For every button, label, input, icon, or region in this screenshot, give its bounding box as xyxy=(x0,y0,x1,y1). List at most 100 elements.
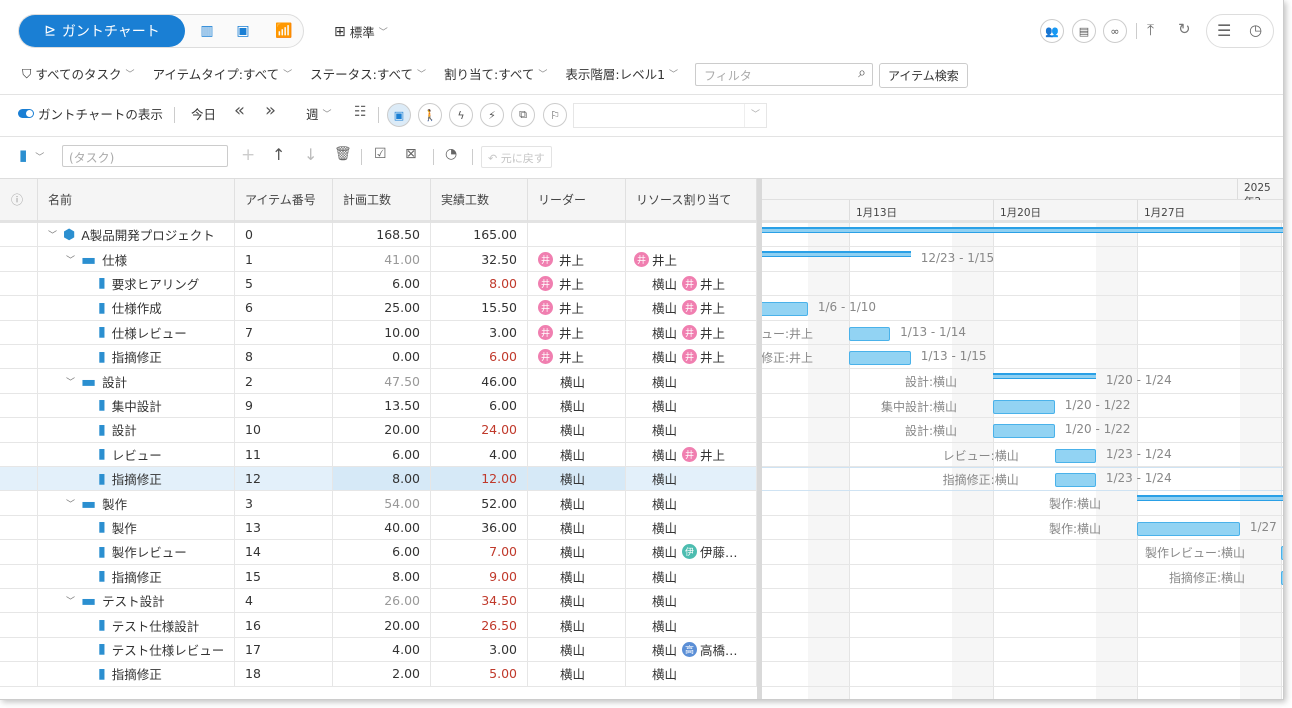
column-header-planned-hours[interactable]: 計画工数 xyxy=(333,179,431,223)
chevron-down-icon[interactable]: ﹀ xyxy=(66,255,76,266)
table-row[interactable]: ▮ 仕様レビュー 7 10.00 3.00 井井上 横山井井上 xyxy=(0,320,757,345)
table-row[interactable]: ▮ 指摘修正 18 2.00 5.00 横山 横山 xyxy=(0,662,757,687)
filter-item-type[interactable]: アイテムタイプ:すべて ﹀ xyxy=(152,67,293,82)
name-cell[interactable]: ▮ テスト仕様設計 xyxy=(38,613,235,637)
column-header-leader[interactable]: リーダー xyxy=(528,179,626,223)
task-bar[interactable] xyxy=(849,351,911,365)
task-bar[interactable] xyxy=(1137,521,1240,536)
scale-dropdown[interactable]: 週 ﹀ xyxy=(306,107,332,122)
name-cell[interactable]: ▮ 仕様レビュー xyxy=(38,320,235,344)
summary-bar[interactable] xyxy=(762,227,1283,233)
summary-bar[interactable] xyxy=(762,251,911,258)
item-search-button[interactable]: アイテム検索 xyxy=(879,63,968,88)
clock-lock-icon[interactable]: ◔ xyxy=(445,146,458,162)
table-row[interactable]: ﹀ ⬢ A製品開発プロジェクト 0 168.50 165.00 xyxy=(0,223,757,248)
name-cell[interactable]: ▮ 指摘修正 xyxy=(38,662,235,686)
toggle-switch[interactable] xyxy=(18,109,34,118)
refresh-icon[interactable]: ↻ xyxy=(1178,20,1191,38)
task-name-input[interactable]: (タスク) xyxy=(62,145,228,167)
summary-bar[interactable] xyxy=(993,373,1096,380)
filter-status[interactable]: ステータス:すべて ﹀ xyxy=(310,67,427,82)
indent-icon[interactable]: ☷ xyxy=(354,104,367,120)
lightning-icon[interactable]: ⚡ xyxy=(480,103,504,127)
calendar-x-icon[interactable]: ⊠ xyxy=(405,146,417,162)
name-cell[interactable]: ▮ テスト仕様レビュー xyxy=(38,637,235,662)
milestone-select[interactable]: ﹀ xyxy=(573,103,767,128)
column-header-item-no[interactable]: アイテム番号 xyxy=(235,179,333,223)
menu-icon[interactable]: ☰ xyxy=(1217,21,1232,40)
task-bar[interactable] xyxy=(762,302,808,317)
name-cell[interactable]: ▮ 指摘修正 xyxy=(38,564,235,588)
task-bar[interactable] xyxy=(993,424,1055,439)
filter-input[interactable]: フィルタ ⌕ xyxy=(695,63,873,86)
lightning-outline-icon[interactable]: ϟ xyxy=(449,103,473,127)
name-cell[interactable]: ▮ 要求ヒアリング xyxy=(38,271,235,296)
history-icon[interactable]: ◷ xyxy=(1249,21,1263,39)
name-cell[interactable]: ﹀ ▬ 仕様 xyxy=(38,247,235,271)
table-row[interactable]: ﹀ ▬ 仕様 1 41.00 32.50 井井上井井上 xyxy=(0,247,757,272)
chevron-down-icon[interactable]: ﹀ xyxy=(48,231,58,242)
task-bar[interactable] xyxy=(1281,546,1283,561)
filter-all-tasks[interactable]: ⛉ すべてのタスク ﹀ xyxy=(22,65,135,83)
table-row[interactable]: ▮ 製作レビュー 14 6.00 7.00 横山 横山伊伊藤… xyxy=(0,540,757,565)
calendar-icon[interactable]: ▣ xyxy=(387,103,411,127)
table-row[interactable]: ▮ レビュー 11 6.00 4.00 横山 横山井井上 xyxy=(0,442,757,467)
name-cell[interactable]: ▮ 設計 xyxy=(38,418,235,442)
chevron-down-icon[interactable]: ﹀ xyxy=(66,597,76,608)
members-icon[interactable]: 👥 xyxy=(1040,19,1064,43)
move-up-icon[interactable]: ↑ xyxy=(272,145,286,164)
task-bar[interactable] xyxy=(993,399,1055,414)
table-row[interactable]: ▮ 仕様作成 6 25.00 15.50 井井上 横山井井上 xyxy=(0,296,757,321)
task-bar[interactable] xyxy=(1054,448,1096,463)
item-type-dropdown[interactable]: ▮ ﹀ xyxy=(19,146,44,164)
table-row[interactable]: ▮ 指摘修正 12 8.00 12.00 横山 横山 xyxy=(0,467,757,492)
table-row[interactable]: ▮ テスト仕様設計 16 20.00 26.50 横山 横山 xyxy=(0,613,757,638)
copy-icon[interactable]: ⧉ xyxy=(511,103,535,127)
name-cell[interactable]: ﹀ ▬ テスト設計 xyxy=(38,589,235,613)
today-button[interactable]: 今日 xyxy=(191,107,217,122)
name-cell[interactable]: ▮ 集中設計 xyxy=(38,393,235,418)
name-cell[interactable]: ▮ 指摘修正 xyxy=(38,467,235,491)
table-row[interactable]: ▮ 製作 13 40.00 36.00 横山 横山 xyxy=(0,515,757,541)
name-cell[interactable]: ﹀ ▬ 設計 xyxy=(38,369,235,393)
table-row[interactable]: ▮ 要求ヒアリング 5 6.00 8.00 井井上 横山井井上 xyxy=(0,271,757,297)
scroll-top-icon[interactable]: ⤒ xyxy=(1147,20,1155,39)
table-row[interactable]: ▮ 集中設計 9 13.50 6.00 横山 横山 xyxy=(0,393,757,419)
table-row[interactable]: ﹀ ▬ テスト設計 4 26.00 34.50 横山 横山 xyxy=(0,589,757,614)
gantt-toggle[interactable]: ガントチャートの表示 xyxy=(18,104,163,123)
undo-button[interactable]: ↶ 元に戻す xyxy=(481,146,552,168)
column-header-actual-hours[interactable]: 実績工数 xyxy=(431,179,528,223)
name-cell[interactable]: ▮ 製作 xyxy=(38,515,235,540)
column-header-resources[interactable]: リソース割り当て xyxy=(626,179,757,223)
glasses-icon[interactable]: ∞ xyxy=(1103,19,1127,43)
prev-button[interactable]: « xyxy=(234,100,246,121)
table-row[interactable]: ▮ テスト仕様レビュー 17 4.00 3.00 横山 横山高高橋… xyxy=(0,637,757,663)
name-cell[interactable]: ▮ 製作レビュー xyxy=(38,540,235,564)
flag-icon[interactable]: ⚐ xyxy=(543,103,567,127)
table-row[interactable]: ▮ 指摘修正 15 8.00 9.00 横山 横山 xyxy=(0,564,757,589)
move-down-icon[interactable]: ↓ xyxy=(304,145,318,164)
checkbox-icon[interactable]: ☑ xyxy=(374,146,387,162)
search-icon[interactable]: ⌕ xyxy=(858,65,866,81)
layout-dropdown[interactable]: ⊞ 標準 ﹀ xyxy=(334,23,388,41)
info-icon[interactable]: ⓘ xyxy=(0,179,38,223)
name-cell[interactable]: ▮ レビュー xyxy=(38,442,235,466)
add-icon[interactable]: + xyxy=(241,145,256,165)
table-row[interactable]: ▮ 設計 10 20.00 24.00 横山 横山 xyxy=(0,418,757,443)
walk-icon[interactable]: 🚶 xyxy=(418,103,442,127)
task-bar[interactable] xyxy=(1281,570,1283,585)
table-row[interactable]: ▮ 指摘修正 8 0.00 6.00 井井上 横山井井上 xyxy=(0,345,757,370)
column-header-name[interactable]: 名前 xyxy=(38,179,235,223)
pane-splitter[interactable] xyxy=(757,178,762,699)
filter-assignment[interactable]: 割り当て:すべて ﹀ xyxy=(444,67,548,82)
summary-bar[interactable] xyxy=(1137,495,1283,502)
board-icon[interactable]: ▥ xyxy=(200,23,214,39)
chevron-down-icon[interactable]: ﹀ xyxy=(66,377,76,388)
task-bar[interactable] xyxy=(849,326,891,341)
table-row[interactable]: ﹀ ▬ 設計 2 47.50 46.00 横山 横山 xyxy=(0,369,757,394)
chevron-down-icon[interactable]: ﹀ xyxy=(66,499,76,510)
chart-icon[interactable]: 📶 xyxy=(275,23,293,39)
task-bar[interactable] xyxy=(1054,473,1096,487)
calendar-icon[interactable]: ▣ xyxy=(236,23,250,39)
report-icon[interactable]: ▤ xyxy=(1072,19,1096,43)
